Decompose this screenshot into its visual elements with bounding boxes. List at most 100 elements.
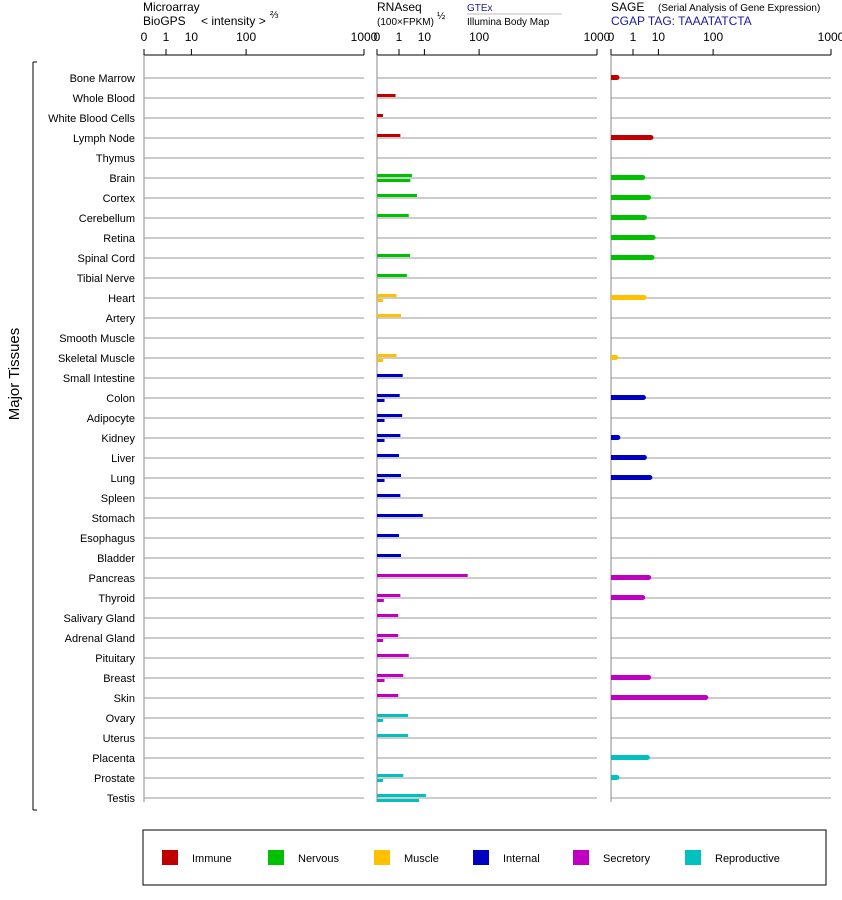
sage-bar-cap xyxy=(641,295,647,300)
microarray-intensity-label: < intensity > xyxy=(201,14,266,28)
legend-label: Immune xyxy=(192,853,232,865)
rnaseq-bar xyxy=(377,359,383,362)
rnaseq-source-gtex: GTEx xyxy=(467,3,493,14)
microarray-intensity-exponent: ⅔ xyxy=(270,10,279,21)
tissue-label: Heart xyxy=(108,293,135,305)
tissue-label: Tibial Nerve xyxy=(77,273,135,285)
tissue-label: Whole Blood xyxy=(73,93,135,105)
legend: Immune Nervous Muscle Internal Secretory Repr… xyxy=(162,850,780,865)
sage-bar-cap xyxy=(647,475,653,480)
rnaseq-tick-label: 1000 xyxy=(584,30,611,44)
tissue-label: Pituitary xyxy=(95,653,135,665)
sage-title: SAGE xyxy=(611,0,644,14)
rnaseq-bar xyxy=(377,254,411,257)
sage-bar xyxy=(611,435,618,440)
rnaseq-bar xyxy=(377,294,397,297)
rnaseq-bar xyxy=(377,674,404,677)
rnaseq-bar xyxy=(377,474,402,477)
sage-bar-cap xyxy=(641,215,647,220)
microarray-tick-label: 1000 xyxy=(351,30,378,44)
rnaseq-tick-label: 10 xyxy=(418,30,432,44)
legend-label: Muscle xyxy=(404,853,439,865)
tissue-label: Liver xyxy=(111,453,135,465)
microarray-tick-label: 0 xyxy=(141,30,148,44)
sage-bar-cap xyxy=(703,695,709,700)
sage-bar-cap xyxy=(615,435,621,440)
tissue-label: Lung xyxy=(111,473,135,485)
tissue-label: Thyroid xyxy=(98,593,135,605)
microarray-tick-label: 10 xyxy=(185,30,199,44)
sage-bar xyxy=(611,175,643,180)
sage-bar-cap xyxy=(614,75,620,80)
rnaseq-bar xyxy=(377,714,409,717)
sage-subtitle: (Serial Analysis of Gene Expression) xyxy=(658,3,820,14)
rnaseq-bar xyxy=(377,694,399,697)
rnaseq-bar xyxy=(377,574,468,577)
rnaseq-tick-label: 1 xyxy=(396,30,403,44)
rnaseq-bar xyxy=(377,434,401,437)
rnaseq-bar xyxy=(377,274,407,277)
rnaseq-source-illumina: Illumina Body Map xyxy=(467,17,550,28)
legend-swatch xyxy=(685,850,701,865)
legend-label: Nervous xyxy=(298,853,339,865)
tissue-label: Colon xyxy=(106,393,135,405)
rnaseq-subtitle-exponent: ½ xyxy=(437,11,446,22)
tissue-label: Spinal Cord xyxy=(78,253,135,265)
sage-bar-cap xyxy=(640,175,646,180)
sage-bar-cap xyxy=(640,395,646,400)
sage-bar-cap xyxy=(613,355,619,360)
microarray-title: Microarray xyxy=(143,0,200,14)
legend-swatch xyxy=(473,850,489,865)
rnaseq-bar xyxy=(377,299,383,302)
rnaseq-title: RNAseq xyxy=(377,0,422,14)
rnaseq-bar xyxy=(377,194,417,197)
rnaseq-bar xyxy=(377,179,411,182)
rnaseq-bar xyxy=(377,654,409,657)
rnaseq-bar xyxy=(377,614,399,617)
tissue-label: Pancreas xyxy=(89,573,136,585)
tissue-label: Stomach xyxy=(92,513,135,525)
microarray-tick-label: 1 xyxy=(163,30,170,44)
rnaseq-tick-label: 0 xyxy=(374,30,381,44)
microarray-tick-label: 100 xyxy=(236,30,256,44)
sage-bar-cap xyxy=(650,235,656,240)
tissue-labels: Bone Marrow Whole Blood White Blood Cells L… xyxy=(48,73,136,805)
sage-bar xyxy=(611,675,649,680)
sage-bar xyxy=(611,475,650,480)
tissue-label: Spleen xyxy=(101,493,135,505)
rnaseq-bar xyxy=(377,374,403,377)
tissue-label: Brain xyxy=(109,173,135,185)
rnaseq-bar xyxy=(377,439,385,442)
sage-bar xyxy=(611,575,649,580)
rnaseq-bar xyxy=(377,454,399,457)
legend-label: Reproductive xyxy=(715,853,780,865)
legend-label: Secretory xyxy=(603,853,651,865)
tissue-label: Bone Marrow xyxy=(70,73,135,85)
tissue-label: Thymus xyxy=(96,153,136,165)
tissue-label: Kidney xyxy=(101,433,135,445)
rnaseq-bar xyxy=(377,639,383,642)
tissue-label: Skeletal Muscle xyxy=(58,353,135,365)
legend-swatch xyxy=(374,850,390,865)
rnaseq-bar xyxy=(377,354,397,357)
legend-swatch xyxy=(162,850,178,865)
rnaseq-bar xyxy=(377,174,412,177)
tissue-label: Uterus xyxy=(103,733,136,745)
microarray-source: BioGPS xyxy=(143,14,186,28)
rnaseq-bar xyxy=(377,414,403,417)
rnaseq-bar xyxy=(377,799,420,802)
tissue-label: Esophagus xyxy=(80,533,136,545)
legend-swatch xyxy=(573,850,589,865)
rnaseq-bar xyxy=(377,514,423,517)
rnaseq-bar xyxy=(377,794,426,797)
sage-bar-cap xyxy=(640,595,646,600)
tissue-label: Adrenal Gland xyxy=(65,633,135,645)
sage-bar xyxy=(611,75,617,80)
sage-bar xyxy=(611,395,644,400)
tissue-label: Artery xyxy=(106,313,136,325)
legend-label: Internal xyxy=(503,853,540,865)
tissue-label: Cerebellum xyxy=(79,213,135,225)
sage-bar-cap xyxy=(641,455,647,460)
sage-bar xyxy=(611,215,645,220)
